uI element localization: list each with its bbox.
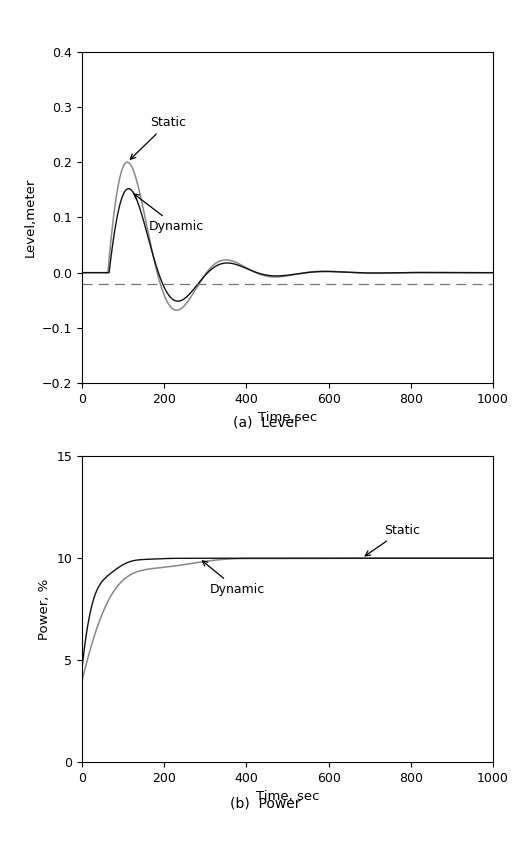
Y-axis label: Power, %: Power, % — [38, 579, 51, 640]
Y-axis label: Level,meter: Level,meter — [23, 177, 37, 257]
Text: Dynamic: Dynamic — [202, 561, 264, 596]
Text: Static: Static — [365, 523, 420, 556]
X-axis label: Time, sec: Time, sec — [256, 790, 319, 803]
Text: (b)  Power: (b) Power — [229, 796, 301, 810]
Text: (a)  Level: (a) Level — [233, 415, 297, 429]
X-axis label: Time,sec: Time,sec — [258, 412, 317, 424]
Text: Static: Static — [130, 116, 186, 159]
Text: Dynamic: Dynamic — [134, 194, 205, 233]
